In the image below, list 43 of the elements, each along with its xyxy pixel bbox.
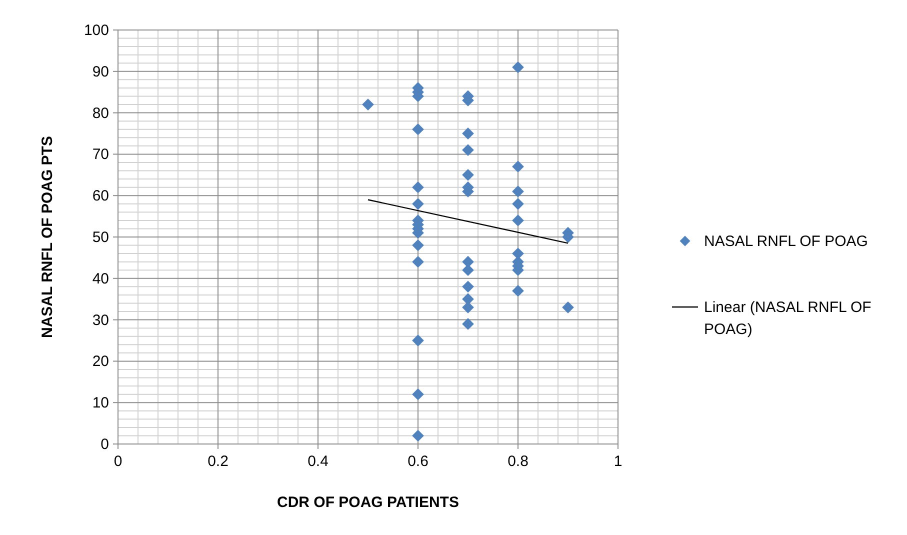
point — [412, 388, 424, 400]
point — [412, 256, 424, 268]
point — [512, 61, 524, 74]
point — [412, 430, 424, 442]
point — [512, 198, 524, 210]
point — [512, 186, 524, 198]
point — [462, 168, 474, 181]
y-tick-label: 80 — [92, 104, 109, 122]
point — [412, 334, 424, 346]
y-tick-label: 20 — [92, 353, 109, 370]
x-tick-label: 0.8 — [508, 453, 528, 470]
point — [412, 239, 424, 252]
x-tick-label: 0.4 — [308, 453, 328, 470]
point — [462, 318, 474, 330]
y-tick-label: 100 — [84, 22, 109, 39]
point — [412, 123, 424, 136]
x-axis-title: CDR OF POAG PATIENTS — [277, 494, 459, 511]
point — [462, 280, 474, 293]
legend-label: Linear (NASAL RNFL OF POAG) — [704, 299, 872, 338]
point — [562, 301, 574, 314]
x-tick-label: 0.2 — [208, 453, 228, 470]
point — [462, 144, 474, 156]
point — [512, 160, 524, 173]
y-tick-label: 0 — [100, 436, 109, 453]
y-tick-label: 30 — [92, 312, 109, 329]
point — [512, 284, 524, 297]
y-tick-label: 60 — [92, 188, 109, 205]
point — [512, 214, 524, 226]
point — [462, 264, 474, 276]
legend-label: NASAL RNFL OF POAG — [704, 233, 868, 250]
y-tick-label: 10 — [92, 394, 109, 412]
x-tick-label: 1 — [614, 453, 622, 470]
y-axis-title: NASAL RNFL OF POAG PTS — [39, 136, 56, 338]
point — [362, 98, 374, 110]
point — [462, 128, 474, 140]
y-tick-label: 50 — [92, 229, 109, 246]
y-tick-label: 40 — [92, 270, 109, 288]
x-tick-label: 0.6 — [408, 453, 428, 470]
y-tick-label: 70 — [92, 146, 109, 164]
point — [412, 181, 424, 194]
point — [412, 198, 424, 210]
x-tick-label: 0 — [114, 453, 122, 470]
y-tick-label: 90 — [92, 63, 109, 80]
